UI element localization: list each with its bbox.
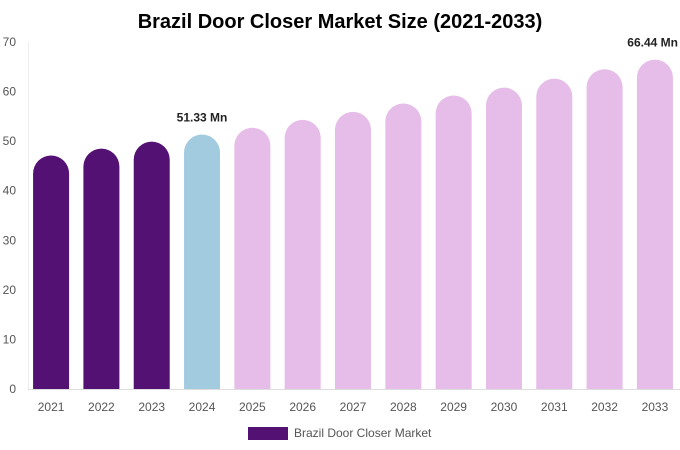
x-tick-label: 2021 xyxy=(38,400,65,414)
x-tick-label: 2028 xyxy=(390,400,417,414)
bar-2029[interactable] xyxy=(435,95,472,389)
y-tick-label: 40 xyxy=(3,184,17,198)
bar-2021[interactable] xyxy=(33,155,70,389)
bar-2028[interactable] xyxy=(385,103,422,390)
bar-2023[interactable] xyxy=(133,141,170,389)
x-axis: 2021 2022 2023 2024 2025 2026 2027 2028 2029 2030… xyxy=(38,400,669,414)
y-axis: 0 10 20 30 40 50 60 70 xyxy=(3,35,17,396)
bar-2033[interactable] xyxy=(636,59,673,389)
x-tick-label: 2025 xyxy=(239,400,266,414)
data-label: 66.44 Mn xyxy=(627,36,678,50)
chart-title: Brazil Door Closer Market Size (2021-203… xyxy=(138,11,543,33)
x-tick-label: 2030 xyxy=(491,400,518,414)
x-tick-label: 2027 xyxy=(340,400,367,414)
x-tick-label: 2029 xyxy=(440,400,467,414)
legend[interactable]: Brazil Door Closer Market xyxy=(248,426,432,440)
legend-swatch xyxy=(248,427,288,440)
bar-2026[interactable] xyxy=(284,119,321,389)
bar-2027[interactable] xyxy=(335,111,371,390)
x-tick-label: 2026 xyxy=(289,400,316,414)
x-tick-label: 2022 xyxy=(88,400,115,414)
legend-label: Brazil Door Closer Market xyxy=(294,426,432,440)
bar-2032[interactable] xyxy=(586,69,623,389)
y-tick-label: 30 xyxy=(3,233,17,247)
data-labels: 51.33 Mn 66.44 Mn xyxy=(177,36,678,125)
x-tick-label: 2031 xyxy=(541,400,568,414)
bar-2030[interactable] xyxy=(485,87,522,389)
bar-2022[interactable] xyxy=(83,148,120,389)
x-tick-label: 2023 xyxy=(138,400,165,414)
y-tick-label: 10 xyxy=(3,332,17,346)
bars xyxy=(33,59,673,390)
x-tick-label: 2024 xyxy=(189,400,216,414)
bar-2031[interactable] xyxy=(536,78,573,389)
x-tick-label: 2033 xyxy=(642,400,669,414)
y-tick-label: 50 xyxy=(3,134,17,148)
data-label: 51.33 Mn xyxy=(177,111,228,125)
y-tick-label: 60 xyxy=(3,85,17,99)
y-tick-label: 0 xyxy=(9,382,16,396)
x-tick-label: 2032 xyxy=(591,400,618,414)
y-tick-label: 70 xyxy=(3,35,17,49)
bar-2024[interactable] xyxy=(184,134,221,389)
bar-2025[interactable] xyxy=(234,127,271,390)
y-tick-label: 20 xyxy=(3,283,17,297)
